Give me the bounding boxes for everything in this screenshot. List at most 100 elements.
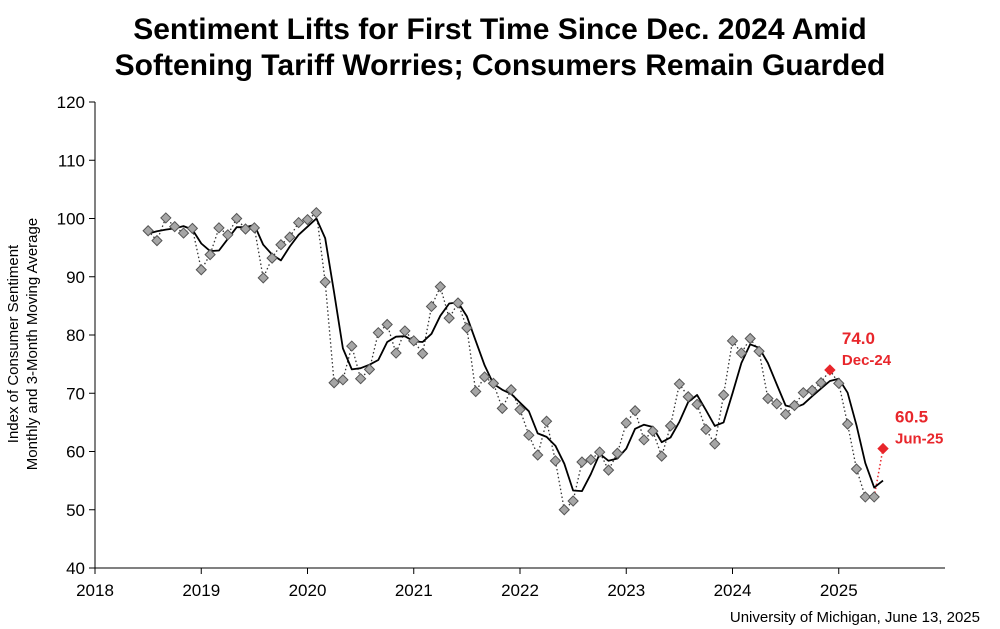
- data-point-marker: [540, 415, 553, 427]
- data-point-marker: [177, 227, 190, 239]
- data-point-marker: [222, 229, 234, 241]
- data-point-marker: [585, 453, 597, 466]
- data-point-marker: [496, 402, 508, 415]
- chart-title: Sentiment Lifts for First Time Since Dec…: [0, 12, 1000, 84]
- source-note: University of Michigan, June 13, 2025: [730, 609, 980, 626]
- data-point-marker: [337, 374, 349, 386]
- highlight-point-marker: [824, 364, 836, 376]
- data-point-marker: [779, 408, 792, 420]
- data-point-marker: [425, 300, 438, 313]
- data-point-marker: [328, 377, 340, 389]
- data-point-marker: [815, 377, 827, 389]
- data-point-marker: [505, 384, 517, 396]
- y-tick-label: 60: [66, 443, 85, 462]
- data-point-marker: [248, 222, 261, 234]
- annotation-value: 60.5: [895, 408, 928, 427]
- data-point-marker: [168, 220, 181, 233]
- y-tick-label: 120: [57, 93, 85, 112]
- data-point-marker: [647, 425, 659, 437]
- x-tick-label: 2018: [76, 581, 114, 600]
- y-axis: 40 50 60 70 80 90 100 110 120: [57, 93, 95, 578]
- data-point-marker: [514, 403, 526, 416]
- data-point-marker: [195, 264, 207, 276]
- data-point-marker: [416, 347, 429, 360]
- data-point-marker: [532, 449, 544, 461]
- monthly-series-line: [147, 211, 875, 512]
- data-point-marker: [593, 446, 606, 458]
- data-point-marker: [567, 495, 579, 507]
- data-point-marker: [381, 318, 393, 331]
- x-tick-label: 2024: [714, 581, 752, 600]
- x-tick-label: 2023: [607, 581, 645, 600]
- data-point-marker: [549, 455, 562, 467]
- data-point-marker: [841, 418, 854, 430]
- data-point-marker: [850, 463, 863, 475]
- annotation-date: Jun-25: [895, 431, 943, 448]
- data-point-marker: [753, 345, 765, 358]
- data-point-marker: [310, 206, 323, 219]
- data-point-marker: [151, 234, 163, 247]
- data-point-marker: [717, 389, 730, 401]
- data-point-marker: [673, 378, 686, 390]
- y-tick-label: 110: [58, 151, 85, 170]
- data-point-marker: [160, 212, 172, 224]
- data-point-marker: [487, 377, 500, 390]
- data-point-marker: [523, 429, 535, 441]
- data-point-marker: [204, 248, 216, 261]
- data-point-marker: [558, 504, 570, 516]
- data-point-marker: [655, 450, 668, 462]
- y-axis-title-line1: Index of Consumer Sentiment: [5, 244, 22, 443]
- y-axis-title-line2: Monthly and 3-Month Moving Average: [24, 218, 41, 470]
- data-point-marker: [833, 377, 845, 390]
- data-point-marker: [186, 222, 199, 235]
- chart-axes: [94, 102, 945, 569]
- data-point-marker: [868, 491, 880, 503]
- data-point-marker: [266, 252, 278, 264]
- data-point-marker: [434, 280, 447, 293]
- data-point-marker: [230, 212, 243, 225]
- data-point-marker: [408, 335, 420, 347]
- data-point-marker: [363, 363, 376, 376]
- data-point-marker: [257, 272, 269, 284]
- data-point-marker: [726, 335, 739, 347]
- y-tick-label: 70: [66, 384, 85, 403]
- data-point-marker: [611, 447, 624, 459]
- chart-title-line1: Sentiment Lifts for First Time Since Dec…: [133, 13, 867, 46]
- annotation-value: 74.0: [842, 329, 875, 348]
- annotation-date: Dec-24: [842, 352, 892, 369]
- data-point-marker: [319, 276, 331, 288]
- data-point-marker: [346, 340, 358, 352]
- data-point-marker: [354, 372, 367, 385]
- data-point-marker: [213, 222, 225, 234]
- data-point-marker: [470, 385, 482, 398]
- data-point-marker: [788, 399, 801, 412]
- y-tick-label: 90: [66, 268, 85, 287]
- y-tick-label: 40: [66, 559, 85, 578]
- data-point-marker: [797, 386, 810, 399]
- chart-title-line2: Softening Tariff Worries; Consumers Rema…: [114, 49, 886, 82]
- data-point-marker: [275, 239, 287, 251]
- moving-average-line: [147, 217, 884, 493]
- data-point-marker: [762, 392, 774, 405]
- data-point-marker: [744, 332, 756, 345]
- data-point-marker: [664, 420, 677, 432]
- data-point-marker: [478, 371, 491, 383]
- y-tick-label: 100: [57, 210, 85, 229]
- data-point-marker: [452, 297, 464, 309]
- data-point-marker: [859, 491, 872, 503]
- x-tick-label: 2021: [395, 581, 433, 600]
- data-point-marker: [700, 423, 712, 436]
- data-point-marker: [576, 456, 588, 468]
- y-tick-label: 80: [66, 326, 85, 345]
- series-group: [142, 206, 884, 516]
- x-tick-label: 2022: [501, 581, 539, 600]
- x-tick-label: 2025: [820, 581, 858, 600]
- x-axis: 2018 2019 2020 2021 2022 2023 2024 2025: [76, 568, 858, 600]
- annotations: 74.0 Dec-24 60.5 Jun-25: [824, 329, 943, 455]
- data-point-marker: [461, 322, 473, 334]
- data-point-marker: [443, 312, 455, 324]
- highlight-point-marker: [877, 442, 889, 455]
- data-point-marker: [602, 464, 615, 476]
- data-point-marker: [709, 438, 721, 450]
